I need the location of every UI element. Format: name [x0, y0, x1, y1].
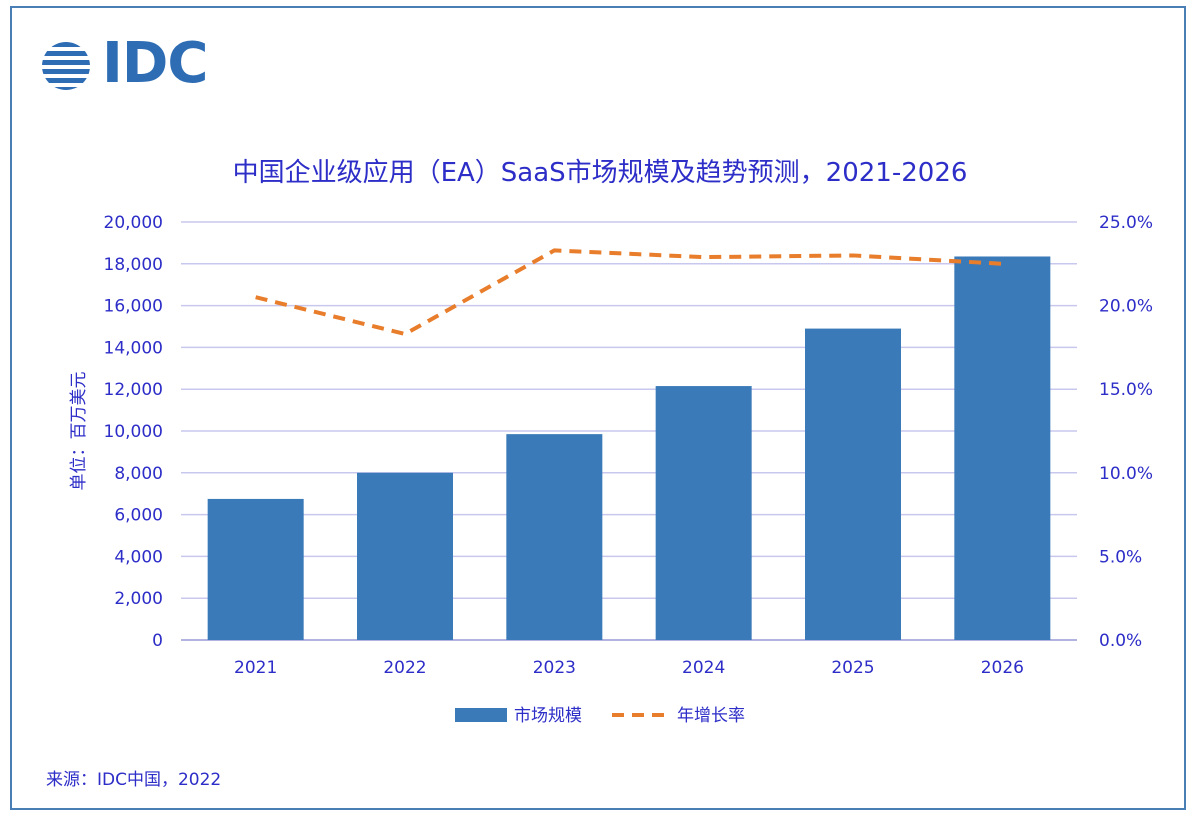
y2-tick-label: 0.0% — [1099, 631, 1142, 651]
x-tick-label: 2026 — [981, 658, 1024, 678]
idc-logo-text: IDC — [102, 31, 208, 96]
y2-tick-label: 5.0% — [1099, 547, 1142, 567]
idc-globe-icon — [42, 42, 90, 90]
y-axis-label: 单位：百万美元 — [69, 372, 89, 491]
bar-2021 — [207, 498, 304, 640]
legend-bar-label: 市场规模 — [514, 706, 582, 726]
bar-2024 — [655, 386, 752, 640]
bar-2025 — [805, 328, 901, 640]
chart-title: 中国企业级应用（EA）SaaS市场规模及趋势预测，2021-2026 — [232, 158, 968, 188]
source-note: 来源：IDC中国，2022 — [46, 770, 222, 790]
y-tick-label: 18,000 — [104, 255, 163, 275]
y-tick-label: 12,000 — [104, 380, 163, 400]
y-tick-label: 2,000 — [114, 589, 163, 609]
y-tick-label: 14,000 — [104, 338, 163, 358]
y-tick-label: 16,000 — [104, 297, 163, 317]
x-tick-label: 2022 — [383, 658, 426, 678]
x-tick-label: 2024 — [682, 658, 725, 678]
bar-2022 — [357, 472, 453, 640]
y-tick-label: 4,000 — [114, 547, 163, 567]
y-tick-label: 20,000 — [104, 213, 163, 233]
idc-logo: IDC — [40, 34, 220, 94]
y2-tick-label: 20.0% — [1099, 297, 1153, 317]
y-tick-label: 10,000 — [104, 422, 163, 442]
x-tick-label: 2023 — [533, 658, 576, 678]
y2-tick-label: 15.0% — [1099, 380, 1153, 400]
y-tick-label: 8,000 — [114, 464, 163, 484]
y2-tick-label: 25.0% — [1099, 213, 1153, 233]
bar-2026 — [954, 256, 1051, 640]
legend-line-label: 年增长率 — [677, 706, 745, 726]
y-tick-label: 6,000 — [114, 506, 163, 526]
y-tick-label: 0 — [152, 631, 163, 651]
x-tick-label: 2025 — [831, 658, 874, 678]
y2-tick-label: 10.0% — [1099, 464, 1153, 484]
bar-2023 — [506, 434, 603, 640]
x-tick-label: 2021 — [234, 658, 277, 678]
growth-rate-line — [255, 248, 1003, 337]
legend-bar-swatch — [455, 708, 507, 722]
